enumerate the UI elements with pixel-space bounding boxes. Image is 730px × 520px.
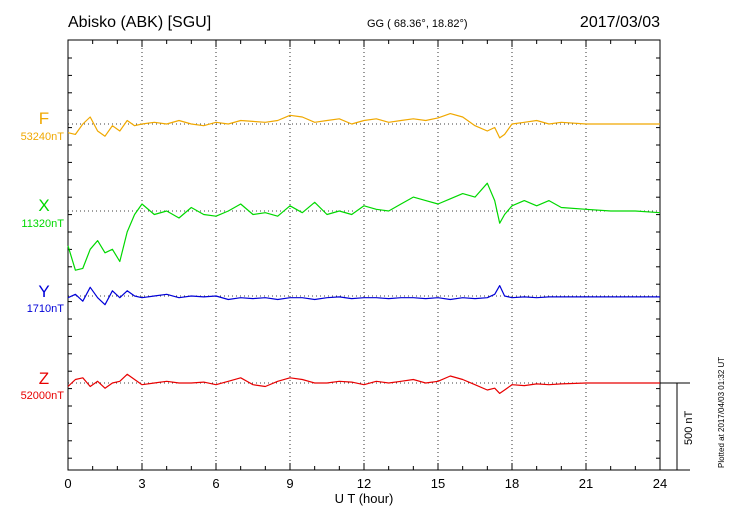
x-axis-label: U T (hour) <box>335 491 394 506</box>
series-name-f: F <box>39 109 49 128</box>
x-tick-labels: 0 3 6 9 12 15 18 21 24 <box>64 476 667 491</box>
series-lines <box>67 112 661 394</box>
coords-label: GG ( 68.36°, 18.82°) <box>367 18 468 30</box>
grid <box>68 40 660 470</box>
x-tick-label: 12 <box>357 476 371 491</box>
x-tick-label: 21 <box>579 476 593 491</box>
series-name-y: Y <box>38 282 49 301</box>
plotted-timestamp: Plotted at 2017/04/03 01:32 UT <box>717 357 726 468</box>
series-baseline-x: 11320nT <box>21 218 64 230</box>
axis-ticks <box>67 40 661 470</box>
series-baseline-f: 53240nT <box>21 131 65 143</box>
series-line-x <box>67 182 661 271</box>
series-baseline-y: 1710nT <box>27 303 65 315</box>
scale-bar: 500 nT <box>660 382 695 471</box>
station-title: Abisko (ABK) [SGU] <box>68 14 211 31</box>
date-label: 2017/03/03 <box>580 14 660 31</box>
series-name-x: X <box>38 196 49 215</box>
x-tick-label: 0 <box>64 476 71 491</box>
scale-bar-label: 500 nT <box>683 410 695 445</box>
series-line-y <box>67 285 660 306</box>
series-baseline-z: 52000nT <box>21 390 65 402</box>
series-line-z <box>67 373 660 394</box>
x-tick-label: 15 <box>431 476 445 491</box>
series-labels: F 53240nT X 11320nT Y 1710nT Z 52000nT <box>21 109 65 402</box>
x-tick-label: 3 <box>138 476 145 491</box>
series-name-z: Z <box>39 369 49 388</box>
series-line-f <box>67 112 660 139</box>
x-tick-label: 6 <box>212 476 219 491</box>
x-tick-label: 24 <box>653 476 667 491</box>
x-tick-label: 9 <box>286 476 293 491</box>
x-tick-label: 18 <box>505 476 519 491</box>
